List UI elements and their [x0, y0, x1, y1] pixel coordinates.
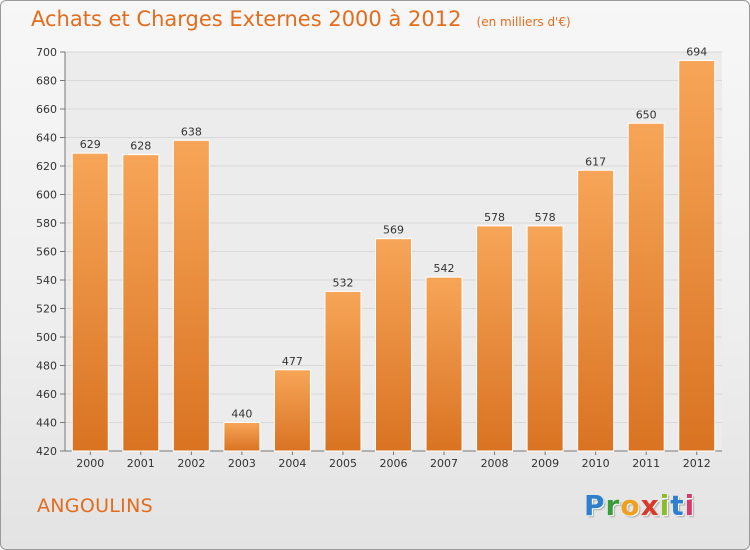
data-label: 569 — [383, 224, 404, 237]
x-tick-label: 2007 — [430, 457, 458, 470]
bar — [678, 60, 716, 452]
logo-letter: P — [584, 489, 606, 522]
x-tick-label: 2000 — [76, 457, 104, 470]
data-label: 629 — [80, 138, 101, 151]
x-tick-label: 2005 — [329, 457, 357, 470]
bar — [273, 369, 311, 452]
x-tick-label: 2002 — [177, 457, 205, 470]
y-tick-label: 540 — [36, 274, 57, 287]
data-label: 578 — [535, 211, 556, 224]
data-label: 638 — [181, 125, 202, 138]
y-tick-label: 520 — [36, 303, 57, 316]
data-label: 650 — [636, 108, 657, 121]
bar — [172, 139, 210, 452]
x-tick-label: 2012 — [683, 457, 711, 470]
x-tick-label: 2006 — [380, 457, 408, 470]
chart-title: Achats et Charges Externes 2000 à 2012 — [31, 7, 462, 31]
bar — [71, 152, 109, 452]
data-label: 628 — [130, 140, 151, 153]
logo-letter: r — [605, 489, 621, 522]
title-row: Achats et Charges Externes 2000 à 2012 (… — [31, 7, 571, 31]
data-label: 542 — [434, 262, 455, 275]
bar — [223, 422, 261, 452]
chart-subtitle: (en milliers d'€) — [476, 15, 571, 29]
bars — [71, 60, 716, 452]
data-label: 440 — [231, 408, 252, 421]
x-tick-label: 2001 — [127, 457, 155, 470]
logo-letter: t — [670, 489, 685, 522]
bar — [627, 122, 665, 452]
x-tick-label: 2009 — [531, 457, 559, 470]
logo-letter: x — [640, 489, 660, 522]
y-tick-label: 500 — [36, 331, 57, 344]
commune-name: ANGOULINS — [37, 495, 153, 517]
data-labels: 629 628 638 440 477 532 569 542 578 578 617 650 694 — [80, 46, 707, 421]
logo-letter: i — [659, 489, 671, 522]
y-tick-label: 640 — [36, 132, 57, 145]
x-tick-label: 2011 — [632, 457, 660, 470]
y-tick-label: 480 — [36, 360, 57, 373]
y-tick-label: 560 — [36, 246, 57, 259]
y-tick-label: 620 — [36, 160, 57, 173]
data-label: 532 — [332, 276, 353, 289]
bar — [577, 169, 615, 452]
y-tick-label: 440 — [36, 417, 57, 430]
x-tick-label: 2008 — [481, 457, 509, 470]
y-tick-label: 680 — [36, 75, 57, 88]
y-tick-label: 660 — [36, 103, 57, 116]
y-tick-label: 460 — [36, 388, 57, 401]
proxiti-logo: Proxiti — [584, 489, 695, 522]
bar — [476, 225, 514, 452]
y-tick-label: 600 — [36, 189, 57, 202]
y-tick-label: 420 — [36, 445, 57, 458]
data-label: 617 — [585, 155, 606, 168]
bar — [122, 154, 160, 452]
data-label: 578 — [484, 211, 505, 224]
x-tick-label: 2010 — [582, 457, 610, 470]
x-tick-label: 2003 — [228, 457, 256, 470]
logo-letter: o — [620, 489, 641, 522]
x-tick-label: 2004 — [278, 457, 306, 470]
data-label: 477 — [282, 355, 303, 368]
bar — [425, 276, 463, 452]
data-label: 694 — [686, 46, 707, 59]
y-tick-label: 700 — [36, 46, 57, 59]
bar — [526, 225, 564, 452]
bar — [324, 290, 362, 452]
logo-letter: i — [684, 489, 696, 522]
y-tick-label: 580 — [36, 217, 57, 230]
bar — [375, 238, 412, 452]
